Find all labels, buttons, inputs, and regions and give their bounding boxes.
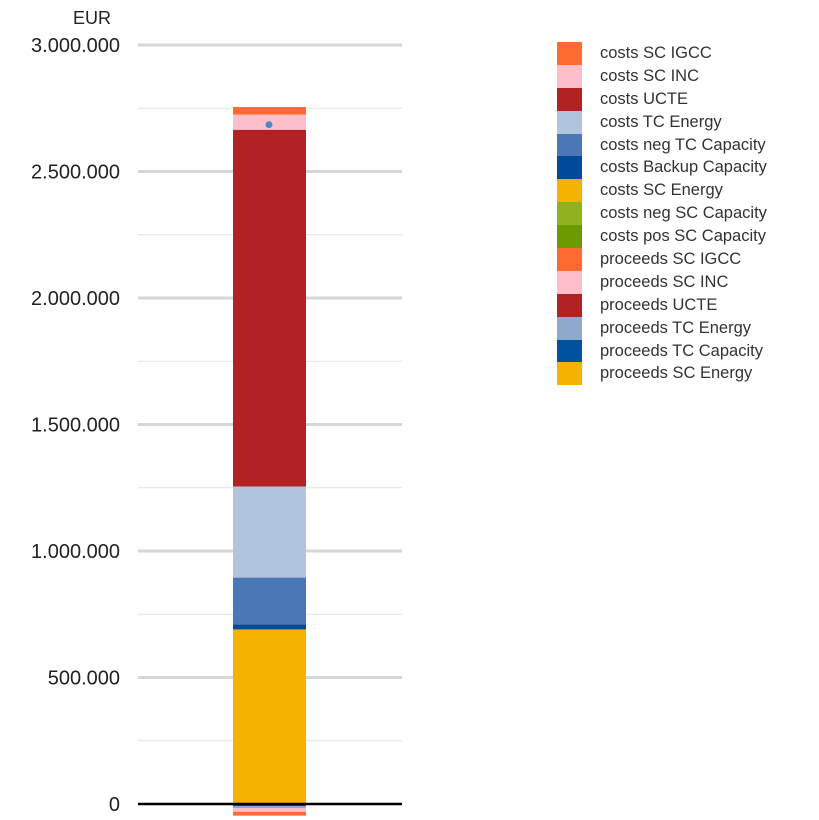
net-total-marker [265, 121, 273, 129]
y-axis-tick-labels: 0 500.000 1.000.000 1.500.000 2.000.000 2.500… [31, 35, 120, 816]
legend-label: proceeds SC INC [600, 272, 729, 291]
legend-label: costs Backup Capacity [600, 158, 767, 177]
legend-swatch [557, 179, 582, 203]
legend-item: costs pos SC Capacity [557, 225, 767, 249]
legend-item: costs neg SC Capacity [557, 202, 767, 226]
legend-label: costs TC Energy [600, 112, 722, 131]
y-axis-unit-label: EUR [73, 8, 111, 28]
legend-label: costs neg TC Capacity [600, 135, 766, 154]
legend-item: costs Backup Capacity [557, 156, 767, 180]
legend-item: proceeds TC Capacity [557, 339, 767, 363]
y-tick-label: 1.500.000 [31, 415, 120, 437]
legend-label: proceeds SC Energy [600, 364, 753, 383]
legend-item: costs SC INC [557, 64, 767, 88]
legend-label: proceeds SC IGCC [600, 249, 742, 268]
legend-swatch [557, 247, 582, 271]
legend-item: proceeds SC INC [557, 270, 767, 294]
legend-label: costs SC Energy [600, 181, 723, 200]
bar-segment [233, 624, 306, 630]
legend-swatch [557, 64, 582, 88]
legend-item: costs neg TC Capacity [557, 133, 767, 157]
bar-segment [233, 129, 306, 487]
legend-swatch [557, 87, 582, 111]
legend-swatch [557, 225, 582, 249]
legend-item: costs UCTE [557, 87, 767, 111]
y-tick-label: 500.000 [48, 668, 120, 690]
legend-item: costs SC IGCC [557, 41, 767, 65]
legend-swatch [557, 270, 582, 294]
bar-segment [233, 486, 306, 578]
legend-label: proceeds TC Energy [600, 318, 752, 337]
legend-swatch [557, 110, 582, 134]
legend-item: proceeds SC Energy [557, 362, 767, 386]
legend-swatch [557, 362, 582, 386]
y-tick-label: 2.000.000 [31, 288, 120, 310]
legend-label: costs neg SC Capacity [600, 204, 767, 223]
legend-swatch [557, 316, 582, 340]
legend-swatch [557, 339, 582, 363]
legend-label: proceeds TC Capacity [600, 341, 763, 360]
bar-segment [233, 806, 306, 809]
legend-swatch [557, 156, 582, 180]
legend-swatch [557, 293, 582, 317]
bar-segment [233, 106, 306, 115]
legend-item: proceeds UCTE [557, 293, 767, 317]
bar-segment [233, 805, 306, 807]
y-tick-label: 3.000.000 [31, 35, 120, 57]
legend-item: proceeds TC Energy [557, 316, 767, 340]
legend-swatch [557, 133, 582, 157]
y-tick-label: 0 [109, 794, 120, 816]
legend-label: costs SC INC [600, 66, 700, 85]
legend-swatch [557, 202, 582, 226]
bar-segments [233, 106, 306, 816]
legend-label: proceeds UCTE [600, 295, 718, 314]
legend-label: costs UCTE [600, 89, 689, 108]
legend-item: costs SC Energy [557, 179, 767, 203]
legend: costs SC IGCC costs SC INC costs UCTE costs… [557, 41, 767, 386]
bar-segment [233, 629, 306, 804]
bar-segment [233, 808, 306, 812]
bar-segment [233, 577, 306, 625]
legend-swatch [557, 41, 582, 65]
y-tick-label: 2.500.000 [31, 162, 120, 184]
legend-item: costs TC Energy [557, 110, 767, 134]
y-tick-label: 1.000.000 [31, 541, 120, 563]
legend-label: costs pos SC Capacity [600, 227, 766, 246]
legend-item: proceeds SC IGCC [557, 247, 767, 271]
legend-label: costs SC IGCC [600, 43, 712, 62]
bar-segment [233, 811, 306, 816]
